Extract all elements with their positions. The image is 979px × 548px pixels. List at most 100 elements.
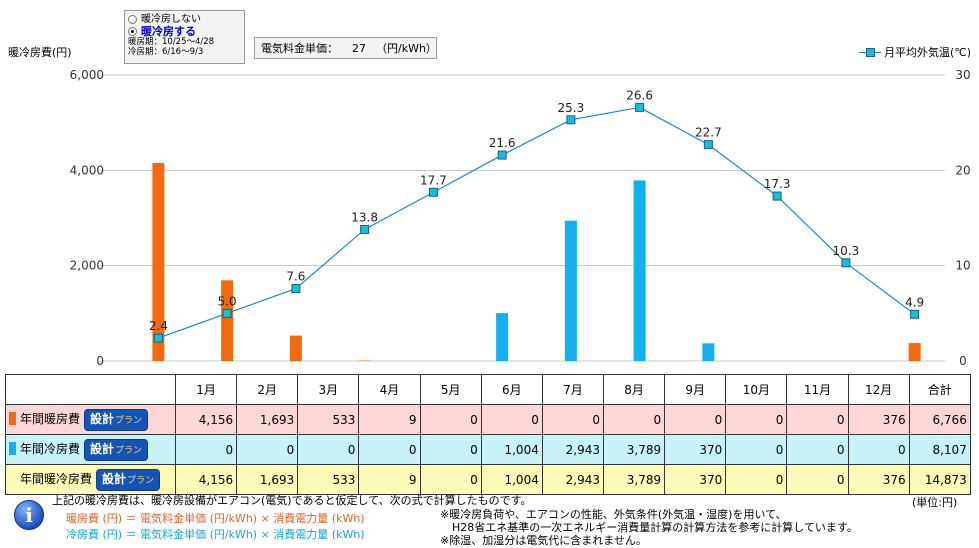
temperature-data-label: 5.0: [218, 294, 237, 308]
cooling-bar: [633, 180, 646, 361]
table-row: 年間冷房費 設計プラン 0 0 0 0 0 1,004 2,943 3,789 370 0 0 0 8,10…: [5, 434, 971, 465]
cooling-bar: [496, 313, 509, 361]
temperature-legend-label: 月平均外気温(℃): [884, 46, 971, 59]
table-cell: 2,943: [541, 434, 604, 465]
table-cell: 9: [358, 464, 421, 495]
table-cell: 533: [297, 404, 360, 435]
heating-bar: [289, 335, 302, 361]
y-right-tick-label: 30: [955, 68, 970, 82]
design-plan-button[interactable]: 設計プラン: [84, 408, 149, 431]
design-plan-button-sublabel: プラン: [115, 415, 143, 426]
table-column-header: 10月: [725, 374, 788, 405]
heating-bar: [908, 343, 921, 361]
table-cell: 0: [174, 434, 238, 465]
table-cell: 4,156: [174, 404, 238, 435]
table-cell: 0: [419, 464, 482, 495]
note-remark-3: ※除湿、加湿分は電気代に含まれません。: [440, 534, 647, 547]
row-label: 年間冷房費: [20, 441, 81, 456]
table-column-header: 5月: [419, 374, 482, 405]
table-cell: 9: [358, 404, 421, 435]
cooling-period: 冷房期：6/16～9/3: [128, 47, 204, 57]
temperature-point: [360, 224, 370, 234]
temperature-data-label: 7.6: [286, 270, 305, 284]
table-cell: 0: [725, 464, 788, 495]
table-cell: 2,943: [541, 464, 604, 495]
design-plan-button-label: 設計: [90, 411, 115, 426]
temperature-point: [222, 308, 232, 318]
heating-period: 暖房期：10/25～4/28: [128, 37, 215, 47]
cooling-bar: [702, 343, 715, 361]
table-cell: 376: [847, 404, 910, 435]
temperature-data-label: 17.7: [420, 173, 447, 187]
note-heating-formula: 暖房費 (円) ＝ 電気料金単価 (円/kWh) × 消費電力量 (kWh): [66, 512, 365, 525]
row-label: 年間暖房費: [20, 411, 81, 426]
table-row: 年間暖房費 設計プラン 4,156 1,693 533 9 0 0 0 0 0 0 0 376 6,766: [5, 404, 971, 435]
temperature-point: [635, 102, 645, 112]
legend-swatch-icon: [9, 441, 16, 455]
row-header: 年間冷房費 設計プラン: [5, 434, 176, 465]
note-unit: (単位:円): [912, 496, 958, 509]
table-column-header: 2月: [236, 374, 299, 405]
mode-option-on[interactable]: 暖冷房する: [128, 25, 241, 37]
mode-option-off-label: 暖冷房しない: [141, 13, 201, 25]
temperature-point: [910, 309, 920, 319]
electricity-price-box: 電気料金単価： 27 （円/kWh）: [254, 37, 437, 59]
table-cell: 1,004: [480, 434, 543, 465]
temperature-point: [153, 333, 163, 343]
temperature-point: [566, 115, 576, 125]
temperature-legend: 月平均外気温(℃): [859, 44, 971, 60]
table-column-header: 7月: [541, 374, 604, 405]
table-row: 年間暖冷房費 設計プラン 4,156 1,693 533 9 0 1,004 2,943 3,78…: [5, 464, 971, 495]
table-cell: 0: [725, 434, 788, 465]
table-header-row: 1月 2月 3月 4月 5月 6月 7月 8月 9月 10月 11月 12月 合計: [5, 374, 971, 405]
table-cell: 6,766: [908, 404, 971, 435]
temperature-data-label: 26.6: [626, 88, 653, 102]
price-unit: （円/kWh）: [376, 42, 437, 55]
line-marker-icon: [859, 47, 882, 57]
temperature-point: [703, 140, 713, 150]
table-cell: 0: [297, 434, 360, 465]
table-cell: 376: [847, 464, 910, 495]
y-left-tick-label: 6,000: [70, 68, 104, 82]
temperature-data-label: 4.9: [905, 295, 924, 309]
note-remark-2: H28省エネ基準の一次エネルギー消費量計算の計算方法を参考に計算しています。: [452, 521, 858, 534]
table-cell: 0: [419, 404, 482, 435]
design-plan-button[interactable]: 設計プラン: [96, 468, 161, 491]
table-cell: 0: [786, 464, 849, 495]
table-cell: 3,789: [602, 464, 666, 495]
note-cooling-formula: 冷房費 (円) ＝ 電気料金単価 (円/kWh) × 消費電力量 (kWh): [66, 528, 365, 541]
y-left-axis-title: 暖冷房費(円): [8, 46, 72, 59]
table-cell: 370: [664, 464, 727, 495]
table-cell: 0: [847, 434, 910, 465]
table-cell: 0: [358, 434, 421, 465]
note-remark-1: ※暖冷房負荷や、エアコンの性能、外気条件(外気温・湿度)を用いて、: [440, 508, 787, 521]
heating-cooling-chart: 0 2,000 4,000 6,000 0 10 20 30 2.4 5.0 7.6 13.8 17.7…: [70, 68, 971, 368]
y-left-tick-label: 4,000: [70, 163, 104, 177]
monthly-cost-table: 1月 2月 3月 4月 5月 6月 7月 8月 9月 10月 11月 12月 合計 年間暖房費 設計プラン…: [5, 374, 971, 495]
table-cell: 0: [725, 404, 788, 435]
mode-selector: 暖冷房しない 暖冷房する 暖房期：10/25～4/28 冷房期：6/16～9/3: [124, 10, 245, 64]
y-left-tick-label: 0: [96, 354, 104, 368]
temperature-data-label: 10.3: [833, 244, 860, 258]
note-intro: 上記の暖冷房費は、暖冷房設備がエアコン(電気)であると仮定して、次の式で計算した…: [52, 494, 532, 507]
table-cell: 1,004: [480, 464, 543, 495]
design-plan-button-sublabel: プラン: [115, 445, 143, 456]
y-right-tick-label: 10: [955, 259, 970, 273]
mode-option-on-label: 暖冷房する: [141, 24, 196, 38]
temperature-data-label: 21.6: [489, 136, 516, 150]
radio-off-icon[interactable]: [128, 14, 137, 24]
table-cell: 8,107: [908, 434, 971, 465]
design-plan-button[interactable]: 設計プラン: [84, 438, 149, 461]
table-column-header: 8月: [602, 374, 666, 405]
radio-on-icon[interactable]: [128, 26, 137, 36]
row-label: 年間暖冷房費: [20, 471, 93, 486]
table-cell: 0: [786, 434, 849, 465]
table-cell: 0: [419, 434, 482, 465]
row-header: 年間暖房費 設計プラン: [5, 404, 176, 435]
table-cell: 3,789: [602, 434, 666, 465]
table-column-header: 11月: [786, 374, 849, 405]
table-cell: 1,693: [236, 464, 299, 495]
table-column-header: 12月: [847, 374, 910, 405]
mode-option-off[interactable]: 暖冷房しない: [128, 13, 241, 25]
temperature-point: [772, 191, 782, 201]
